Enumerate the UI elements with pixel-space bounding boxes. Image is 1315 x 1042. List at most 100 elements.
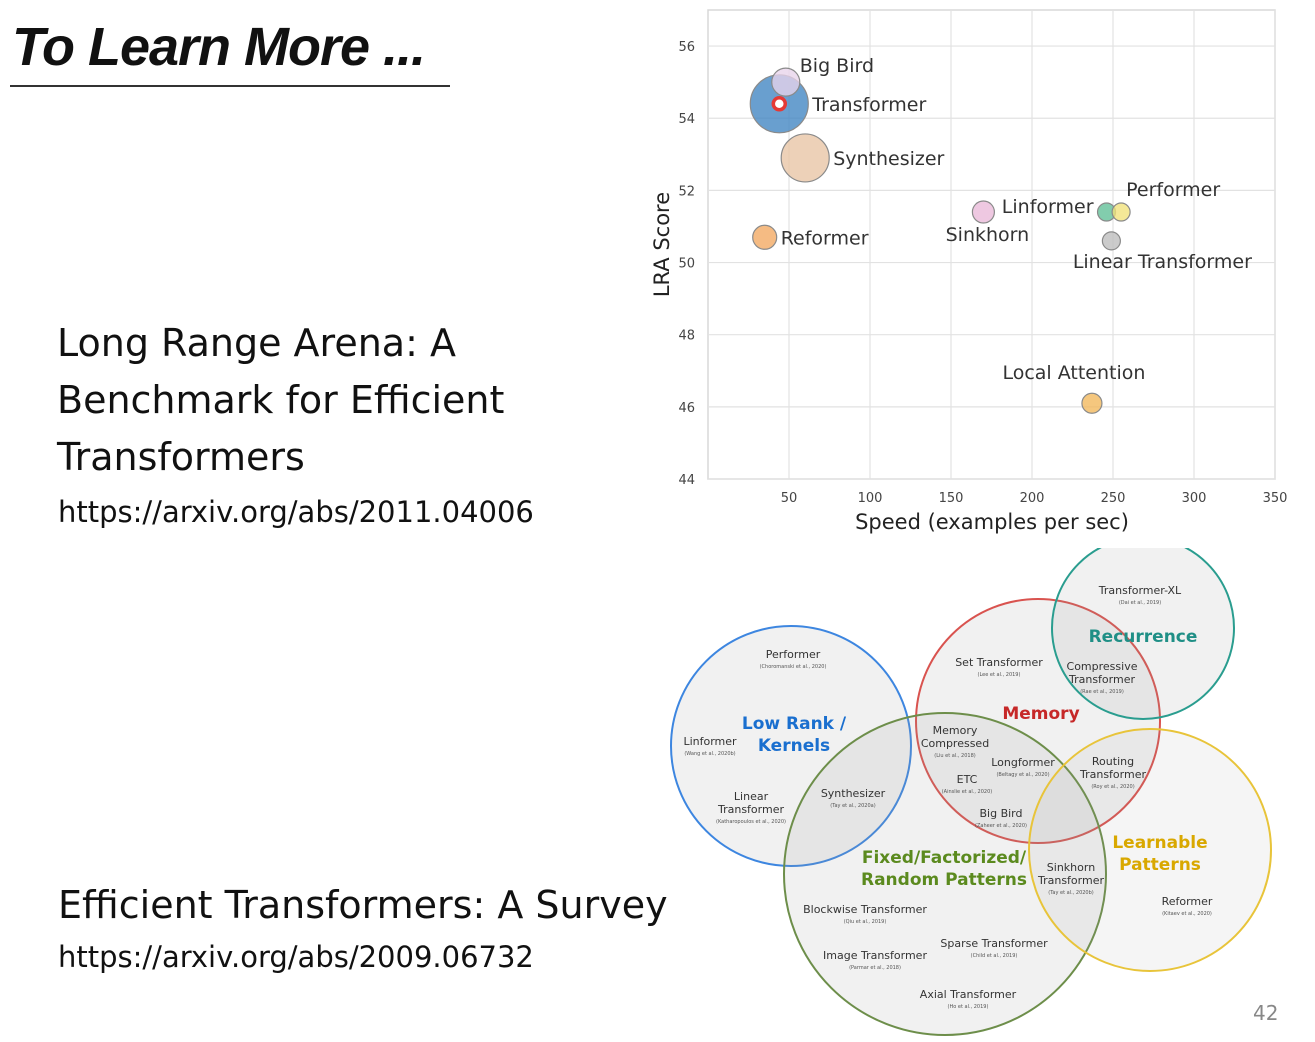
point-local-attention bbox=[1081, 392, 1103, 414]
venn-model-name: Longformer bbox=[991, 756, 1055, 769]
venn-group-label: Learnable bbox=[1112, 833, 1207, 853]
y-tick-label: 56 bbox=[678, 40, 695, 55]
point-linear-transformer bbox=[1101, 231, 1121, 251]
venn-model-labels: Transformer-XL (Dai et al., 2019) Performe… bbox=[683, 584, 1212, 1010]
venn-group-label: Recurrence bbox=[1089, 627, 1198, 647]
venn-model-citation: (Kitaev et al., 2020) bbox=[1162, 911, 1212, 917]
point-label: Linformer bbox=[1002, 196, 1094, 218]
point-reformer bbox=[752, 224, 778, 250]
venn-model-citation: (Rae et al., 2019) bbox=[1080, 689, 1124, 695]
venn-model-citation: (Beltagy et al., 2020) bbox=[996, 772, 1049, 778]
venn-model-name: Transformer bbox=[717, 803, 784, 816]
slide-title: To Learn More ... bbox=[12, 17, 426, 77]
point-label: Sinkhorn bbox=[946, 224, 1030, 246]
reference-title-lra: Long Range Arena: A Benchmark for Effici… bbox=[57, 321, 505, 479]
reference-url-survey[interactable]: https://arxiv.org/abs/2009.06732 bbox=[58, 940, 534, 974]
point-label: Reformer bbox=[781, 227, 869, 249]
x-tick-label: 100 bbox=[858, 491, 883, 506]
point-performer bbox=[1111, 202, 1131, 222]
page-number: 42 bbox=[1253, 1001, 1279, 1025]
venn-model-name: Sparse Transformer bbox=[940, 937, 1048, 950]
venn-model-citation: (Lee et al., 2019) bbox=[978, 672, 1021, 678]
venn-model-name: Routing bbox=[1092, 755, 1134, 768]
y-tick-label: 44 bbox=[678, 473, 695, 488]
y-tick-label: 46 bbox=[678, 401, 695, 416]
venn-circles bbox=[670, 548, 1272, 1036]
venn-model-name: Synthesizer bbox=[821, 787, 886, 800]
venn-model-name: Transformer-XL bbox=[1098, 584, 1182, 597]
venn-model-citation: (Wang et al., 2020b) bbox=[684, 751, 735, 757]
venn-model-name: Memory bbox=[933, 724, 978, 737]
y-axis-label: LRA Score bbox=[650, 192, 674, 297]
y-tick-label: 50 bbox=[678, 257, 695, 272]
venn-group-label: Patterns bbox=[1119, 855, 1201, 875]
point-label: Performer bbox=[1126, 179, 1220, 201]
venn-group-label: Low Rank / bbox=[742, 714, 847, 734]
x-axis-label: Speed (examples per sec) bbox=[855, 510, 1129, 534]
y-tick-label: 54 bbox=[678, 112, 695, 127]
venn-model-name: Compressive bbox=[1067, 660, 1138, 673]
venn-model-citation: (Katharopoulos et al., 2020) bbox=[716, 819, 786, 825]
venn-model-name: Image Transformer bbox=[823, 949, 927, 962]
point-synthesizer bbox=[780, 133, 830, 183]
venn-model-citation: (Ho et al., 2019) bbox=[948, 1004, 989, 1010]
efficient-transformers-venn: Low Rank /Kernels Memory Recurrence Fixed/F… bbox=[670, 548, 1272, 1036]
venn-model-name: Axial Transformer bbox=[920, 988, 1017, 1001]
venn-circle-learnable-patterns bbox=[1028, 728, 1272, 972]
venn-model-name: Linear bbox=[734, 790, 769, 803]
x-tick-label: 300 bbox=[1182, 491, 1207, 506]
venn-group-label: Memory bbox=[1002, 704, 1079, 724]
venn-model-citation: (Qiu et al., 2019) bbox=[844, 919, 887, 925]
point-label: Linear Transformer bbox=[1073, 251, 1252, 273]
venn-group-label: Random Patterns bbox=[861, 870, 1027, 890]
venn-model-name: Reformer bbox=[1162, 895, 1213, 908]
venn-model-citation: (Liu et al., 2018) bbox=[934, 753, 975, 759]
y-tick-label: 52 bbox=[678, 184, 695, 199]
venn-model-citation: (Ainslie et al., 2020) bbox=[942, 789, 993, 795]
point-big-bird bbox=[771, 67, 801, 97]
venn-model-citation: (Choromanski et al., 2020) bbox=[760, 664, 827, 670]
reference-url-lra[interactable]: https://arxiv.org/abs/2011.04006 bbox=[58, 495, 534, 529]
venn-model-name: Sinkhorn bbox=[1047, 861, 1095, 874]
x-tick-label: 50 bbox=[781, 491, 798, 506]
venn-group-labels: Low Rank /Kernels Memory Recurrence Fixed/F… bbox=[742, 627, 1208, 890]
cursor-highlight bbox=[771, 96, 788, 112]
venn-circle-recurrence bbox=[1051, 548, 1235, 720]
venn-model-citation: (Tay et al., 2020a) bbox=[830, 803, 875, 809]
reference-title-survey: Efficient Transformers: A Survey bbox=[58, 883, 668, 927]
venn-model-name: Compressed bbox=[921, 737, 989, 750]
point-label: Synthesizer bbox=[833, 148, 944, 170]
point-sinkhorn bbox=[971, 200, 995, 224]
point-label: Local Attention bbox=[1002, 362, 1145, 384]
venn-circle-memory bbox=[915, 598, 1161, 844]
venn-circle-fixed-patterns bbox=[783, 712, 1107, 1036]
venn-model-name: Transformer bbox=[1079, 768, 1146, 781]
venn-group-label: Kernels bbox=[758, 736, 830, 756]
x-tick-label: 350 bbox=[1263, 491, 1288, 506]
venn-model-citation: (Zaheer et al., 2020) bbox=[975, 823, 1027, 829]
venn-model-citation: (Roy et al., 2020) bbox=[1091, 784, 1134, 790]
venn-model-citation: (Parmar et al., 2018) bbox=[849, 965, 901, 971]
lra-scatter-chart: 50 100 150 200 250 300 350 44 46 48 50 52 54 56 Big B… bbox=[650, 9, 1287, 534]
x-tick-label: 250 bbox=[1101, 491, 1126, 506]
venn-model-name: ETC bbox=[957, 773, 978, 786]
point-label: Big Bird bbox=[800, 55, 874, 77]
y-tick-label: 48 bbox=[678, 329, 695, 344]
venn-model-citation: (Child et al., 2019) bbox=[971, 953, 1018, 959]
venn-model-name: Blockwise Transformer bbox=[803, 903, 927, 916]
chart-ticks: 50 100 150 200 250 300 350 44 46 48 50 52 54 56 bbox=[678, 40, 1287, 506]
x-tick-label: 200 bbox=[1020, 491, 1045, 506]
chart-points: Big Bird Transformer Synthesizer Reformer Si… bbox=[749, 55, 1252, 414]
venn-model-name: Transformer bbox=[1068, 673, 1135, 686]
venn-model-name: Transformer bbox=[1037, 874, 1104, 887]
x-tick-label: 150 bbox=[939, 491, 964, 506]
venn-group-label: Fixed/Factorized/ bbox=[862, 848, 1027, 868]
venn-model-name: Set Transformer bbox=[955, 656, 1043, 669]
venn-model-name: Performer bbox=[766, 648, 821, 661]
title-underline bbox=[10, 85, 450, 87]
venn-model-citation: (Dai et al., 2019) bbox=[1119, 600, 1161, 606]
venn-model-name: Big Bird bbox=[980, 807, 1023, 820]
point-label: Transformer bbox=[811, 94, 926, 116]
venn-circle-low-rank bbox=[670, 625, 912, 867]
venn-model-name: Linformer bbox=[683, 735, 737, 748]
